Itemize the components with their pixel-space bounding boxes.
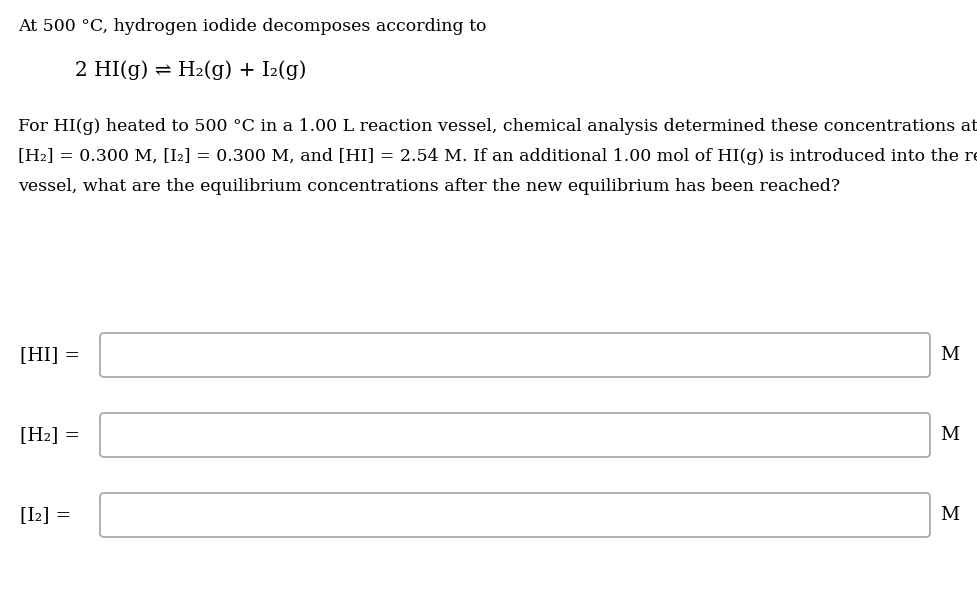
Text: [H₂] =: [H₂] = <box>20 426 80 444</box>
Text: [HI] =: [HI] = <box>20 346 80 364</box>
Text: At 500 °C, hydrogen iodide decomposes according to: At 500 °C, hydrogen iodide decomposes ac… <box>18 18 486 35</box>
FancyBboxPatch shape <box>100 413 929 457</box>
Text: For HI(g) heated to 500 °C in a 1.00 L reaction vessel, chemical analysis determ: For HI(g) heated to 500 °C in a 1.00 L r… <box>18 118 977 135</box>
FancyBboxPatch shape <box>100 333 929 377</box>
Text: 2 HI(g) ⇌ H₂(g) + I₂(g): 2 HI(g) ⇌ H₂(g) + I₂(g) <box>75 60 306 80</box>
Text: [I₂] =: [I₂] = <box>20 506 71 524</box>
Text: [H₂] = 0.300 M, [I₂] = 0.300 M, and [HI] = 2.54 M. If an additional 1.00 mol of : [H₂] = 0.300 M, [I₂] = 0.300 M, and [HI]… <box>18 148 977 165</box>
Text: vessel, what are the equilibrium concentrations after the new equilibrium has be: vessel, what are the equilibrium concent… <box>18 178 839 195</box>
Text: M: M <box>939 426 958 444</box>
FancyBboxPatch shape <box>100 493 929 537</box>
Text: M: M <box>939 346 958 364</box>
Text: M: M <box>939 506 958 524</box>
